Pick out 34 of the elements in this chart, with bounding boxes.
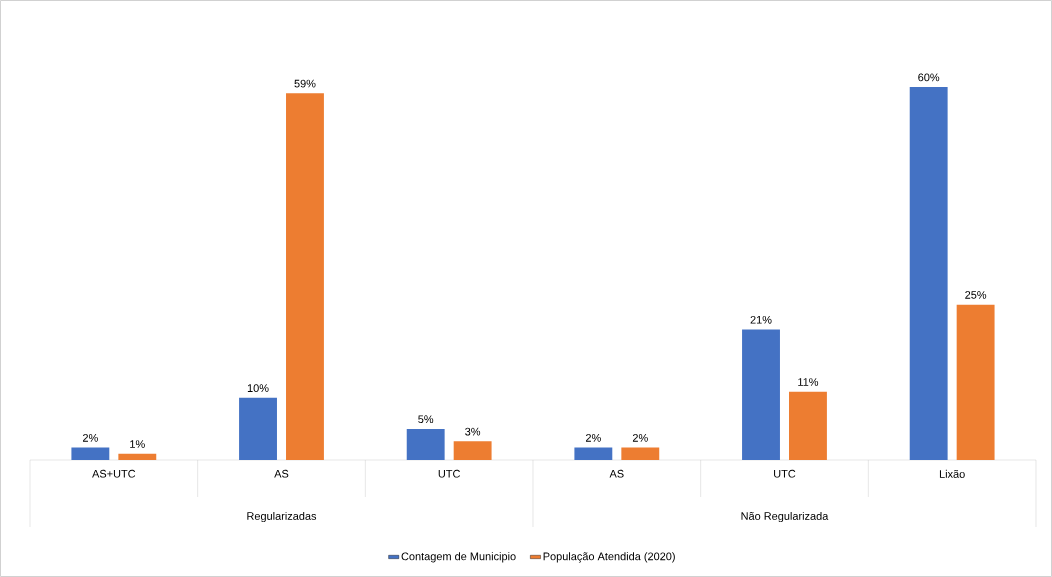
bar: [71, 447, 110, 460]
bar: [239, 397, 277, 460]
data-label: 59%: [294, 79, 316, 88]
bar: [621, 447, 660, 460]
x-tick-label: AS+UTC: [92, 469, 136, 478]
bar: [742, 329, 780, 460]
data-label: 2%: [632, 434, 648, 442]
data-label: 2%: [82, 434, 98, 442]
bar: [118, 453, 157, 460]
text: Não Regularizada: [741, 511, 829, 523]
data-label: 5%: [418, 415, 434, 424]
x-tick-label: UTC: [438, 469, 460, 478]
data-label: 10%: [247, 384, 269, 392]
x-tick-label: UTC: [774, 469, 796, 478]
data-label: 21%: [750, 315, 772, 324]
legend-label: Contagem de Municipio: [401, 552, 516, 563]
bar: [956, 304, 995, 460]
x-tick-label: Lixão: [939, 469, 965, 478]
data-label: 60%: [918, 73, 940, 82]
data-label: 25%: [965, 291, 987, 299]
data-label: 3%: [465, 427, 481, 436]
bar: [453, 441, 492, 460]
legend-label: População Atendida (2020): [543, 552, 675, 563]
x-tick-label: AS: [609, 469, 624, 478]
data-label: 11%: [798, 378, 819, 386]
bar: [789, 391, 827, 460]
bar: [286, 93, 324, 460]
x-tick-label: AS: [274, 469, 289, 478]
bar: [909, 87, 948, 460]
data-label: 1%: [130, 440, 145, 448]
data-label: 2%: [585, 434, 601, 442]
bar: [406, 428, 445, 460]
bar: [574, 447, 613, 460]
text: Regularizadas: [247, 511, 317, 523]
